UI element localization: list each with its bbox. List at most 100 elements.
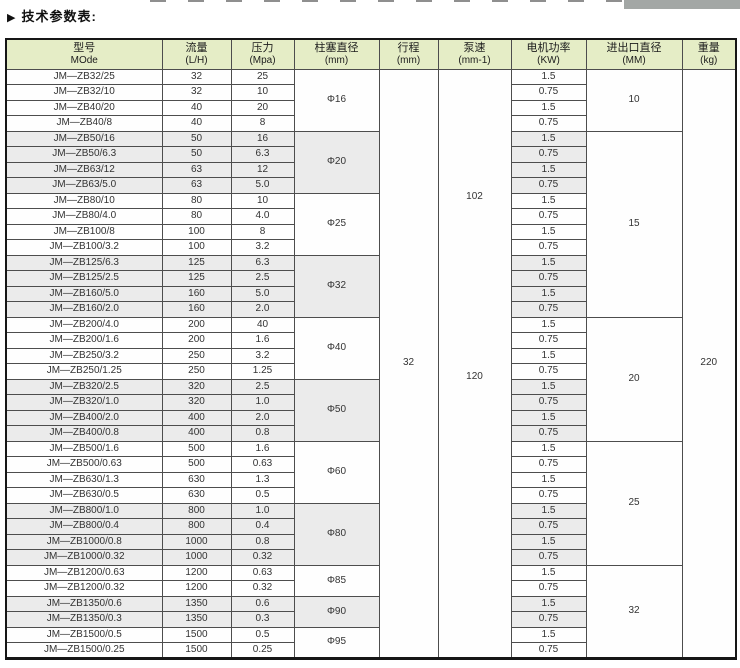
motor-power-cell: 1.5 — [510, 285, 587, 302]
motor-power-cell: 0.75 — [510, 270, 587, 287]
model-cell: JM—ZB1500/0.5 — [5, 626, 163, 643]
pressure-cell: 2.5 — [230, 378, 295, 395]
model-cell: JM—ZB63/5.0 — [5, 177, 163, 194]
table-row: JM—ZB50/6.3 50 6.3 0.75 — [5, 146, 736, 163]
pressure-cell: 20 — [230, 99, 295, 116]
col-header-unit: (Mpa) — [249, 54, 276, 66]
pressure-cell: 2.0 — [230, 409, 295, 426]
model-cell: JM—ZB125/6.3 — [5, 254, 163, 271]
col-header-weight: 重量 (kg) — [681, 38, 737, 70]
col-header-unit: (L/H) — [185, 54, 208, 66]
motor-power-cell: 1.5 — [510, 254, 587, 271]
table-row: JM—ZB80/10 80 10 Φ25 1.5 — [5, 192, 736, 256]
col-header-speed: 泵速 (mm-1) — [437, 38, 512, 70]
flow-cell: 500 — [161, 440, 232, 457]
model-cell: JM—ZB1350/0.3 — [5, 611, 163, 628]
col-header-label: 重量 — [697, 42, 720, 55]
triangle-bullet-icon: ▶ — [7, 12, 17, 24]
flow-cell: 250 — [161, 363, 232, 380]
flow-cell: 400 — [161, 409, 232, 426]
flow-cell: 1000 — [161, 533, 232, 550]
flow-cell: 40 — [161, 115, 232, 132]
pressure-cell: 5.0 — [230, 285, 295, 302]
model-cell: JM—ZB630/0.5 — [5, 487, 163, 504]
col-header-unit: (MM) — [622, 54, 646, 66]
table-row: JM—ZB160/2.0 160 2.0 0.75 — [5, 301, 736, 318]
table-row: JM—ZB1350/0.6 1350 0.6 Φ90 1.5 — [5, 595, 736, 628]
model-cell: JM—ZB500/1.6 — [5, 440, 163, 457]
motor-power-cell: 0.75 — [510, 518, 587, 535]
col-header-unit: (mm) — [324, 54, 349, 66]
motor-power-cell: 0.75 — [510, 363, 587, 380]
pressure-cell: 0.5 — [230, 487, 295, 504]
table-row: JM—ZB250/3.2 250 3.2 1.5 — [5, 347, 736, 364]
motor-power-cell: 1.5 — [510, 533, 587, 550]
flow-cell: 32 — [161, 68, 232, 85]
table-row: JM—ZB1200/0.63 1200 0.63 Φ85 1.5 32 — [5, 564, 736, 659]
flow-cell: 100 — [161, 239, 232, 256]
flow-cell: 1200 — [161, 580, 232, 597]
flow-cell: 80 — [161, 208, 232, 225]
table-row: JM—ZB400/2.0 400 2.0 1.5 — [5, 409, 736, 426]
pressure-cell: 0.63 — [230, 456, 295, 473]
flow-cell: 200 — [161, 316, 232, 333]
pump-speed-value: 102 — [466, 190, 483, 202]
model-cell: JM—ZB1200/0.63 — [5, 564, 163, 581]
col-header-label: 行程 — [397, 42, 420, 55]
col-header-port: 进出口直径 (MM) — [585, 38, 683, 70]
table-row: JM—ZB320/2.5 320 2.5 Φ50 1.5 — [5, 378, 736, 442]
col-header-unit: (mm-1) — [458, 54, 491, 66]
model-cell: JM—ZB32/10 — [5, 84, 163, 101]
plunger-diameter-cell: Φ80 — [293, 502, 380, 566]
col-header-label: 泵速 — [463, 42, 486, 55]
motor-power-cell: 1.5 — [510, 471, 587, 488]
motor-power-cell: 0.75 — [510, 611, 587, 628]
motor-power-cell: 0.75 — [510, 549, 587, 566]
motor-power-cell: 1.5 — [510, 595, 587, 612]
plunger-diameter-cell: Φ95 — [293, 626, 380, 659]
col-header-pressure: 压力 (Mpa) — [230, 38, 295, 70]
flow-cell: 1350 — [161, 611, 232, 628]
flow-cell: 125 — [161, 270, 232, 287]
port-diameter-cell: 25 — [585, 440, 683, 566]
port-diameter-cell: 15 — [585, 130, 683, 318]
table-row: JM—ZB200/4.0 200 40 Φ40 1.5 20 — [5, 316, 736, 442]
col-header-power: 电机功率 (KW) — [510, 38, 587, 70]
model-cell: JM—ZB250/1.25 — [5, 363, 163, 380]
col-header-stroke: 行程 (mm) — [378, 38, 439, 70]
table-row: JM—ZB1200/0.32 1200 0.32 0.75 — [5, 580, 736, 597]
model-cell: JM—ZB160/5.0 — [5, 285, 163, 302]
table-row: JM—ZB1000/0.32 1000 0.32 0.75 — [5, 549, 736, 566]
scan-artifact-top-gray-block — [624, 0, 740, 9]
pump-speed-value: 120 — [466, 370, 483, 382]
motor-power-cell: 1.5 — [510, 378, 587, 395]
model-cell: JM—ZB320/1.0 — [5, 394, 163, 411]
motor-power-cell: 0.75 — [510, 115, 587, 132]
pressure-cell: 0.8 — [230, 533, 295, 550]
flow-cell: 40 — [161, 99, 232, 116]
flow-cell: 320 — [161, 378, 232, 395]
pressure-cell: 6.3 — [230, 254, 295, 271]
col-header-label: 压力 — [251, 42, 274, 55]
pressure-cell: 8 — [230, 115, 295, 132]
flow-cell: 1350 — [161, 595, 232, 612]
pressure-cell: 6.3 — [230, 146, 295, 163]
plunger-diameter-cell: Φ90 — [293, 595, 380, 628]
model-cell: JM—ZB1000/0.32 — [5, 549, 163, 566]
model-cell: JM—ZB500/0.63 — [5, 456, 163, 473]
pressure-cell: 2.5 — [230, 270, 295, 287]
pressure-cell: 0.25 — [230, 642, 295, 659]
motor-power-cell: 0.75 — [510, 177, 587, 194]
motor-power-cell: 0.75 — [510, 239, 587, 256]
pressure-cell: 3.2 — [230, 347, 295, 364]
flow-cell: 200 — [161, 332, 232, 349]
motor-power-cell: 0.75 — [510, 456, 587, 473]
motor-power-cell: 0.75 — [510, 642, 587, 659]
model-cell: JM—ZB63/12 — [5, 161, 163, 178]
motor-power-cell: 0.75 — [510, 84, 587, 101]
motor-power-cell: 0.75 — [510, 208, 587, 225]
table-row: JM—ZB1000/0.8 1000 0.8 1.5 — [5, 533, 736, 550]
table-row: JM—ZB500/1.6 500 1.6 Φ60 1.5 25 — [5, 440, 736, 566]
motor-power-cell: 1.5 — [510, 223, 587, 240]
table-row: JM—ZB320/1.0 320 1.0 0.75 — [5, 394, 736, 411]
